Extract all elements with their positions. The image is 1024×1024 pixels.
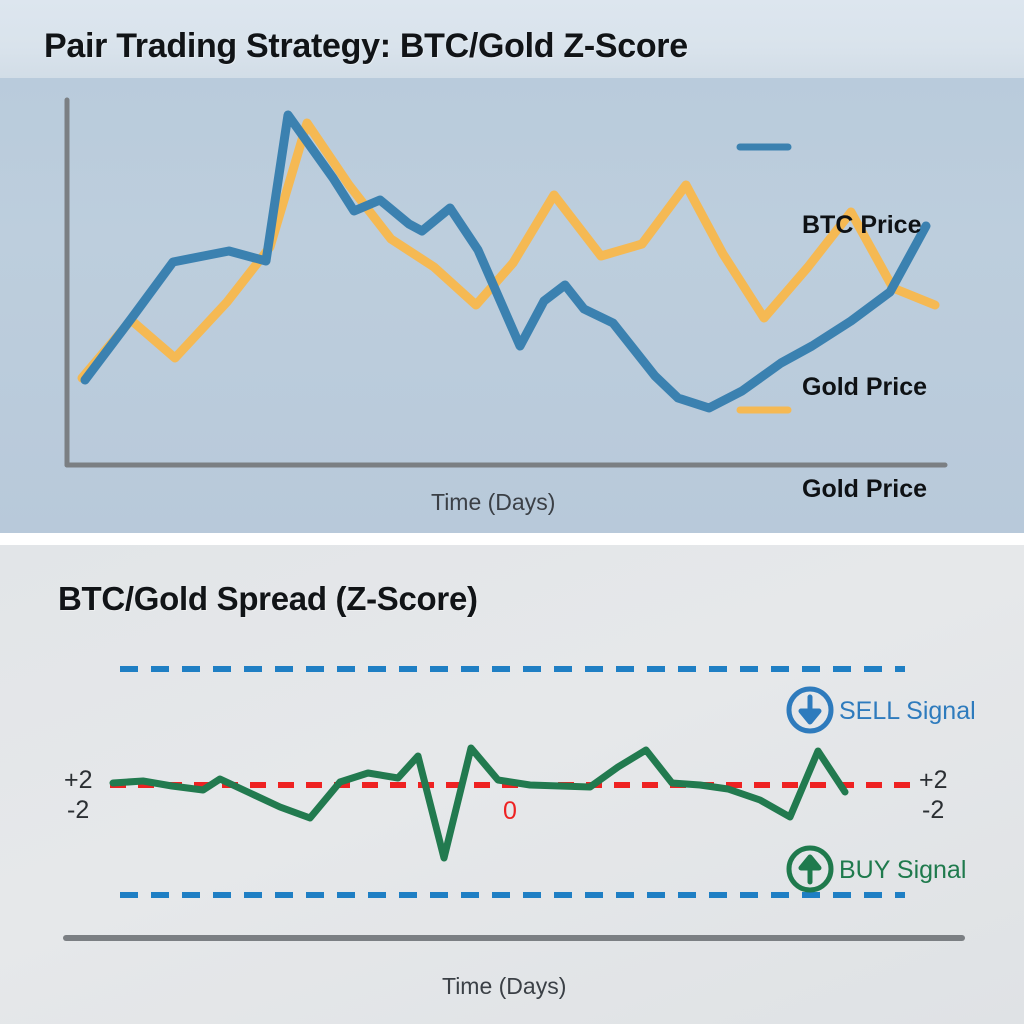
price-chart-svg [64, 97, 948, 468]
sell-signal-label: SELL Signal [839, 697, 976, 725]
zero-line-label: 0 [503, 797, 517, 825]
top-panel-header [0, 0, 1024, 78]
buy-signal-label: BUY Signal [839, 856, 967, 884]
right-tick-minus-two: -2 [922, 796, 945, 824]
price-chart-x-axis-label: Time (Days) [431, 489, 556, 515]
spread-chart-x-axis-label: Time (Days) [442, 973, 567, 999]
right-tick-plus-two: +2 [919, 766, 948, 794]
page-title: Pair Trading Strategy: BTC/Gold Z-Score [44, 27, 688, 65]
arrow-up-circle-icon [786, 845, 834, 893]
gold-price-line [77, 118, 940, 383]
spread-chart-svg [63, 666, 965, 941]
spread-chart-panel: BTC/Gold Spread (Z-Score) + [0, 545, 1024, 1024]
left-tick-minus-two: -2 [67, 796, 90, 824]
legend-label-gold-price: Gold Price [802, 475, 928, 503]
arrow-down-circle-icon [786, 686, 834, 734]
panel-divider [0, 533, 1024, 545]
legend-label-gold-price-mid: Gold Price [802, 373, 928, 401]
legend-label-btc-price: BTC Price [802, 211, 922, 239]
btc-price-line [80, 110, 931, 413]
spread-chart-title: BTC/Gold Spread (Z-Score) [58, 580, 478, 617]
price-chart-panel: BTC Price Gold Price Gold Price Time (Da… [0, 78, 1024, 533]
left-tick-plus-two: +2 [64, 766, 93, 794]
zscore-line [109, 744, 849, 862]
